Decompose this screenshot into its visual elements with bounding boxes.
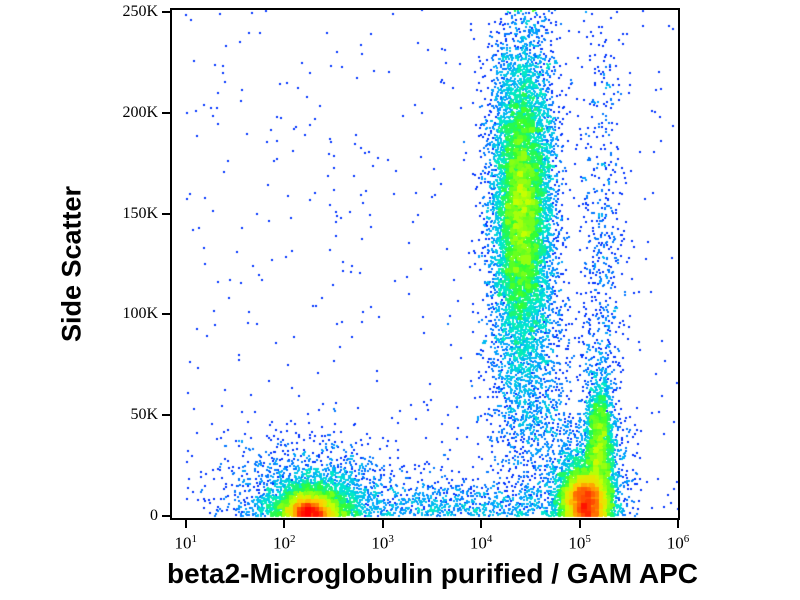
x-tick-mark bbox=[283, 520, 286, 528]
y-axis-title: Side Scatter bbox=[56, 185, 87, 343]
x-tick-label: 106 bbox=[654, 529, 702, 554]
y-tick-label: 50K bbox=[130, 406, 158, 424]
y-tick-mark bbox=[162, 11, 170, 14]
x-tick-label: 101 bbox=[162, 529, 210, 554]
density-scatter-canvas bbox=[170, 8, 680, 520]
y-tick-mark bbox=[162, 212, 170, 215]
y-tick-label: 100K bbox=[122, 305, 158, 323]
x-tick-exponent: 3 bbox=[388, 533, 394, 545]
y-tick-label: 150K bbox=[122, 204, 158, 222]
x-tick-base: 10 bbox=[272, 533, 290, 553]
x-tick-label: 105 bbox=[556, 529, 604, 554]
x-tick-label: 103 bbox=[359, 529, 407, 554]
x-axis-title: beta2-Microglobulin purified / GAM APC bbox=[167, 558, 698, 589]
y-tick-mark bbox=[162, 313, 170, 316]
x-tick-base: 10 bbox=[469, 533, 487, 553]
x-tick-exponent: 1 bbox=[191, 533, 198, 545]
x-tick-mark bbox=[578, 520, 581, 528]
y-tick-label: 200K bbox=[122, 103, 158, 121]
x-tick-mark bbox=[184, 520, 187, 528]
x-tick-base: 10 bbox=[666, 533, 684, 553]
x-tick-mark bbox=[480, 520, 483, 528]
x-tick-exponent: 6 bbox=[683, 533, 690, 545]
x-tick-label: 102 bbox=[260, 529, 308, 554]
x-tick-base: 10 bbox=[174, 533, 192, 553]
x-tick-mark bbox=[381, 520, 384, 528]
y-tick-mark bbox=[162, 111, 170, 114]
y-tick-mark bbox=[162, 414, 170, 417]
x-tick-label: 104 bbox=[457, 529, 505, 554]
x-tick-base: 10 bbox=[568, 533, 586, 553]
y-tick-label: 250K bbox=[122, 3, 158, 21]
x-tick-exponent: 2 bbox=[289, 533, 296, 545]
y-tick-mark bbox=[162, 514, 170, 517]
x-tick-exponent: 5 bbox=[585, 533, 591, 545]
x-tick-exponent: 4 bbox=[486, 533, 493, 545]
x-tick-mark bbox=[677, 520, 680, 528]
x-tick-base: 10 bbox=[371, 533, 389, 553]
y-tick-label: 0 bbox=[150, 506, 158, 524]
